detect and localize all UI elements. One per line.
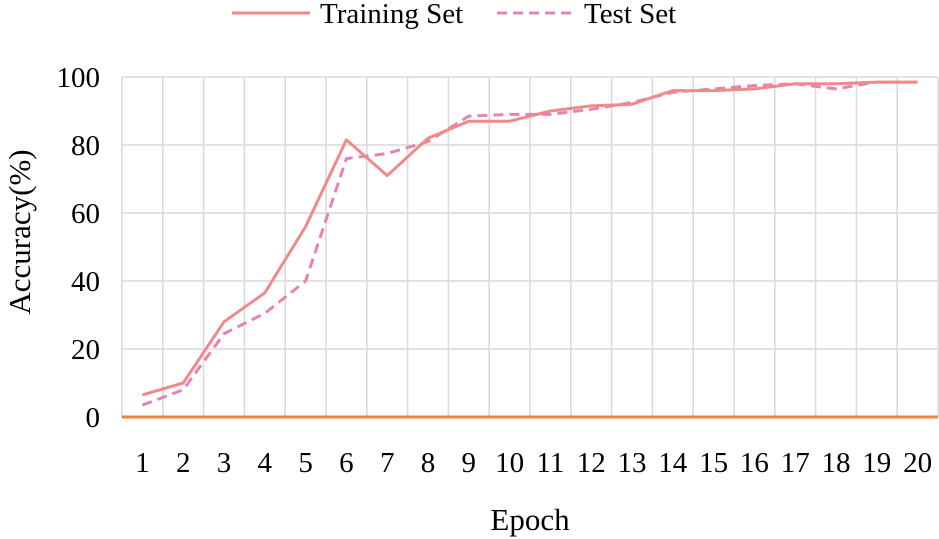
x-tick-label: 20 <box>903 447 932 479</box>
x-tick-label: 11 <box>536 447 564 479</box>
y-tick-label: 60 <box>71 198 100 230</box>
legend: Training Set Test Set <box>232 0 676 30</box>
x-tick-label: 17 <box>781 447 810 479</box>
x-tick-label: 18 <box>822 447 851 479</box>
x-tick-label: 8 <box>421 447 436 479</box>
x-tick-label: 3 <box>217 447 232 479</box>
horizontal-gridlines <box>122 76 938 350</box>
x-tick-label: 6 <box>339 447 354 479</box>
x-tick-label: 14 <box>658 447 688 479</box>
y-tick-label: 40 <box>71 266 100 298</box>
x-tick-label: 4 <box>258 447 273 479</box>
x-tick-label: 15 <box>699 447 728 479</box>
legend-label-training-set: Training Set <box>320 0 463 30</box>
x-tick-label: 19 <box>862 447 891 479</box>
y-axis-tick-labels: 0 20 40 60 80 100 <box>57 62 101 434</box>
y-tick-label: 20 <box>71 334 100 366</box>
x-axis-title: Epoch <box>490 502 570 537</box>
x-tick-label: 9 <box>462 447 477 479</box>
x-tick-label: 2 <box>176 447 191 479</box>
x-tick-label: 12 <box>577 447 606 479</box>
y-axis-title: Accuracy(%) <box>2 149 37 314</box>
x-tick-label: 13 <box>618 447 647 479</box>
x-tick-label: 5 <box>298 447 313 479</box>
y-tick-label: 100 <box>57 62 101 94</box>
y-tick-label: 0 <box>86 402 101 434</box>
x-tick-label: 10 <box>495 447 524 479</box>
x-axis-tick-labels: 1 2 3 4 5 6 7 8 9 10 11 12 13 14 15 16 17 18 19 20 <box>135 447 932 479</box>
legend-label-test-set: Test Set <box>584 0 676 30</box>
x-tick-label: 16 <box>740 447 769 479</box>
x-tick-label: 1 <box>135 447 150 479</box>
vertical-gridlines <box>121 77 939 417</box>
series-lines <box>141 80 918 407</box>
x-tick-label: 7 <box>380 447 395 479</box>
series-line-training-set <box>141 80 918 397</box>
y-tick-label: 80 <box>71 130 100 162</box>
